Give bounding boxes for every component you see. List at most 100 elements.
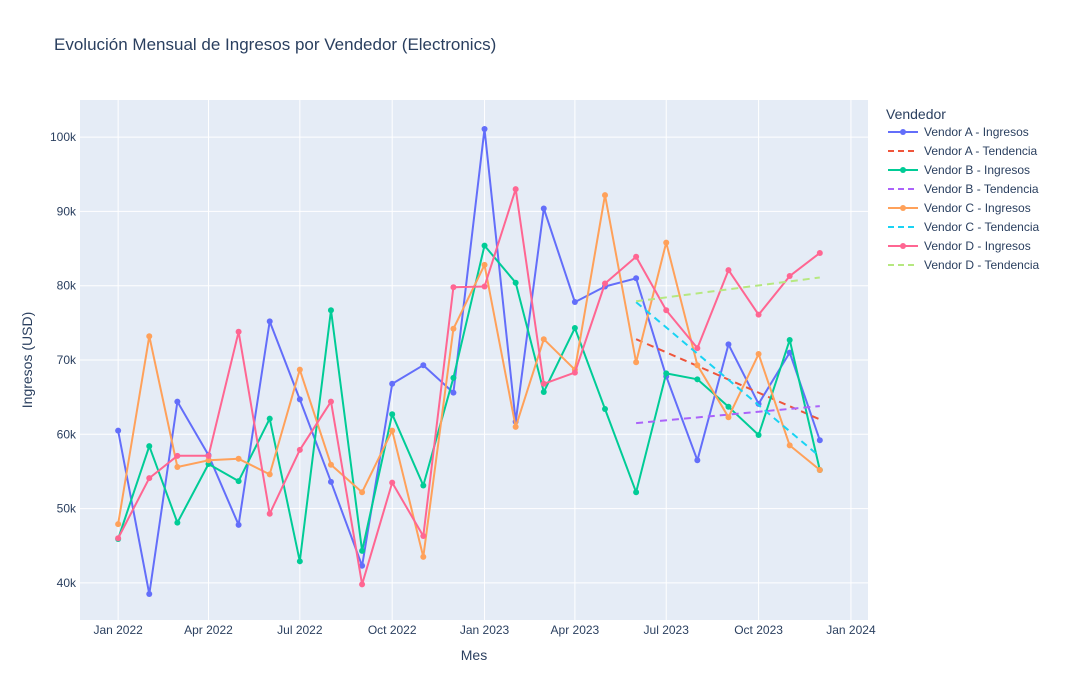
data-point <box>296 396 303 403</box>
legend: Vendedor Vendor A - Ingresos Vendor A - T… <box>886 106 1040 272</box>
data-point <box>146 475 153 482</box>
y-tick-label: 100k <box>50 130 77 144</box>
data-point <box>755 351 762 358</box>
y-tick-label: 50k <box>57 502 77 516</box>
y-axis-ticks: 40k 50k 60k 70k 80k 90k 100k <box>50 130 77 590</box>
y-axis-title: Ingresos (USD) <box>19 312 35 408</box>
data-point <box>725 403 732 410</box>
x-tick-label: Apr 2023 <box>551 623 600 637</box>
data-point <box>359 581 366 588</box>
series-vendor-b-tendencia <box>636 405 820 425</box>
data-point <box>235 455 242 462</box>
data-point <box>725 341 732 348</box>
series-line <box>635 338 821 421</box>
data-point <box>481 242 488 249</box>
gridlines <box>80 100 868 620</box>
data-point <box>389 479 396 486</box>
legend-item-vendor-c-tendencia[interactable]: Vendor C - Tendencia <box>888 220 1040 234</box>
data-point <box>296 558 303 565</box>
series-line <box>635 301 821 458</box>
x-tick-label: Apr 2022 <box>184 623 233 637</box>
data-point <box>327 478 334 485</box>
legend-label: Vendor A - Ingresos <box>924 125 1029 139</box>
series-line <box>117 244 821 563</box>
legend-item-vendor-c-ingresos[interactable]: Vendor C - Ingresos <box>888 201 1031 215</box>
data-point <box>450 325 457 332</box>
x-tick-label: Jan 2022 <box>93 623 143 637</box>
x-tick-label: Jan 2024 <box>826 623 876 637</box>
legend-label: Vendor D - Ingresos <box>924 239 1031 253</box>
x-axis-ticks: Jan 2022 Apr 2022 Jul 2022 Oct 2022 Jan 2023… <box>93 623 875 637</box>
data-point <box>296 366 303 373</box>
x-axis-title: Mes <box>461 647 487 663</box>
data-point <box>174 463 181 470</box>
x-tick-label: Jan 2023 <box>460 623 510 637</box>
data-point <box>571 299 578 306</box>
legend-title: Vendedor <box>886 106 946 122</box>
legend-item-vendor-b-ingresos[interactable]: Vendor B - Ingresos <box>888 163 1030 177</box>
y-tick-label: 70k <box>57 353 77 367</box>
data-point <box>633 275 640 282</box>
data-point <box>327 307 334 314</box>
series-vendor-a-tendencia <box>635 338 821 421</box>
x-tick-label: Oct 2023 <box>734 623 783 637</box>
legend-item-vendor-d-ingresos[interactable]: Vendor D - Ingresos <box>888 239 1031 253</box>
data-point <box>540 380 547 387</box>
data-point <box>266 471 273 478</box>
legend-label: Vendor C - Ingresos <box>924 201 1031 215</box>
legend-label: Vendor B - Ingresos <box>924 163 1030 177</box>
data-point <box>786 273 793 280</box>
legend-marker <box>900 243 906 249</box>
data-point <box>694 376 701 383</box>
data-point <box>420 482 427 489</box>
x-tick-label: Oct 2022 <box>368 623 417 637</box>
x-tick-label: Jul 2022 <box>277 623 323 637</box>
data-point <box>481 125 488 132</box>
data-point <box>816 437 823 444</box>
data-point <box>786 442 793 449</box>
data-point <box>205 452 212 459</box>
legend-item-vendor-a-ingresos[interactable]: Vendor A - Ingresos <box>888 125 1029 139</box>
data-point <box>205 457 212 464</box>
data-point <box>359 489 366 496</box>
data-point <box>755 311 762 318</box>
data-point <box>266 510 273 517</box>
legend-marker <box>900 205 906 211</box>
legend-item-vendor-b-tendencia[interactable]: Vendor B - Tendencia <box>888 182 1039 196</box>
data-point <box>266 318 273 325</box>
legend-label: Vendor C - Tendencia <box>924 220 1040 234</box>
data-point <box>633 489 640 496</box>
data-point <box>816 466 823 473</box>
y-tick-label: 80k <box>57 279 77 293</box>
data-point <box>512 279 519 286</box>
series-vendor-c-tendencia <box>635 301 821 458</box>
data-point <box>633 359 640 366</box>
data-point <box>174 398 181 405</box>
data-point <box>481 283 488 290</box>
data-point <box>235 328 242 335</box>
data-point <box>601 192 608 199</box>
data-point <box>601 280 608 287</box>
data-point <box>420 533 427 540</box>
data-point <box>296 446 303 453</box>
data-point <box>359 547 366 554</box>
series-line <box>636 405 820 425</box>
legend-item-vendor-a-tendencia[interactable]: Vendor A - Tendencia <box>888 144 1038 158</box>
data-point <box>816 250 823 257</box>
data-point <box>450 389 457 396</box>
data-point <box>115 427 122 434</box>
y-tick-label: 60k <box>57 427 77 441</box>
data-point <box>420 362 427 369</box>
data-point <box>571 325 578 332</box>
legend-item-vendor-d-tendencia[interactable]: Vendor D - Tendencia <box>888 258 1040 272</box>
series-line <box>117 188 821 586</box>
data-point <box>694 345 701 352</box>
series-line <box>117 128 821 595</box>
data-point <box>540 205 547 212</box>
data-point <box>266 415 273 422</box>
data-point <box>512 423 519 430</box>
data-point <box>235 521 242 528</box>
data-point <box>755 432 762 439</box>
legend-label: Vendor B - Tendencia <box>924 182 1039 196</box>
